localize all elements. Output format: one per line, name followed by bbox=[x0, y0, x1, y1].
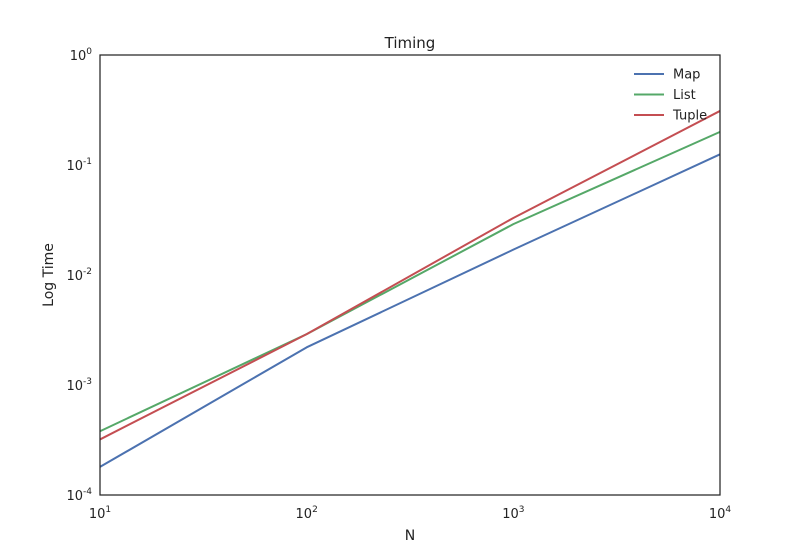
legend-item-tuple: Tuple bbox=[634, 109, 707, 124]
y-tick-label: 10-1 bbox=[66, 157, 92, 174]
x-tick-base: 10 bbox=[296, 507, 313, 522]
chart-title: Timing bbox=[384, 34, 436, 52]
series-line-list bbox=[99, 130, 721, 433]
x-tick-exponent: 1 bbox=[105, 505, 111, 515]
y-tick-label: 10-2 bbox=[66, 267, 92, 284]
legend: Map List Tuple bbox=[634, 68, 707, 124]
x-tick-label: 103 bbox=[502, 505, 524, 522]
x-axis-label: N bbox=[405, 528, 415, 544]
y-tick-label: 100 bbox=[70, 47, 93, 64]
y-tick-exponent: -2 bbox=[83, 267, 92, 277]
y-tick-exponent: 0 bbox=[86, 47, 92, 57]
x-tick-label: 101 bbox=[89, 505, 111, 522]
x-axis-ticks: 101 102 103 104 bbox=[89, 505, 732, 522]
y-tick-label: 10-4 bbox=[66, 487, 92, 504]
y-tick-base: 10 bbox=[66, 489, 83, 504]
legend-item-map: Map bbox=[634, 68, 700, 83]
series-line-tuple bbox=[99, 110, 721, 441]
legend-label: Tuple bbox=[672, 109, 707, 124]
y-axis-label: Log Time bbox=[41, 243, 57, 307]
x-tick-exponent: 3 bbox=[519, 505, 525, 515]
x-tick-label: 104 bbox=[709, 505, 732, 522]
legend-item-list: List bbox=[634, 88, 696, 103]
y-tick-exponent: -4 bbox=[83, 487, 92, 497]
x-tick-base: 10 bbox=[709, 507, 726, 522]
x-tick-exponent: 2 bbox=[312, 505, 318, 515]
y-tick-exponent: -3 bbox=[83, 377, 92, 387]
x-tick-label: 102 bbox=[296, 505, 318, 522]
y-tick-base: 10 bbox=[66, 379, 83, 394]
x-tick-exponent: 4 bbox=[725, 505, 731, 515]
y-tick-exponent: -1 bbox=[83, 157, 92, 167]
legend-label: List bbox=[673, 88, 696, 103]
plot-area-frame bbox=[99, 54, 721, 496]
x-tick-base: 10 bbox=[502, 507, 519, 522]
series-layer bbox=[99, 110, 721, 468]
y-tick-base: 10 bbox=[66, 269, 83, 284]
y-tick-label: 10-3 bbox=[66, 377, 92, 394]
x-tick-base: 10 bbox=[89, 507, 106, 522]
legend-label: Map bbox=[673, 68, 700, 83]
y-tick-base: 10 bbox=[70, 49, 87, 64]
y-tick-base: 10 bbox=[66, 159, 83, 174]
series-line-map bbox=[99, 153, 721, 468]
